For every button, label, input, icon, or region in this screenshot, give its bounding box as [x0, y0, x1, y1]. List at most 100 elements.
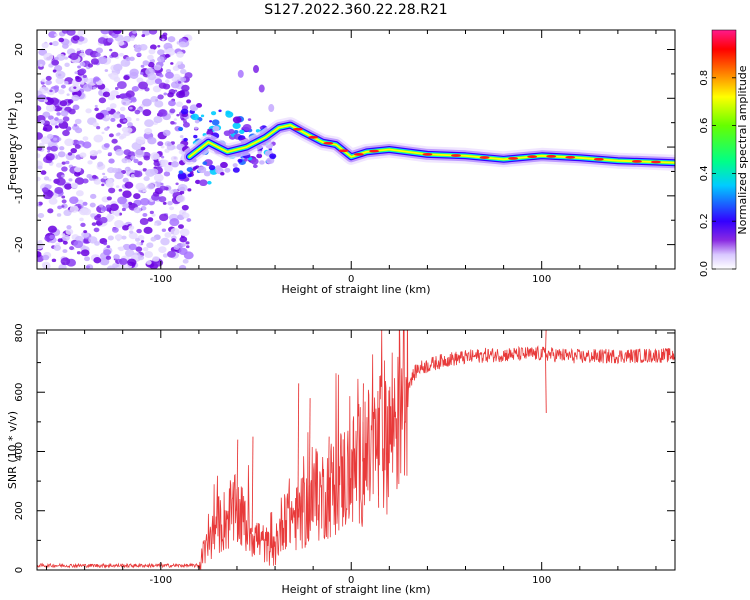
snr-spike — [545, 330, 547, 355]
noise-blob — [153, 115, 163, 124]
noise-blob — [37, 176, 41, 182]
snr-spike — [236, 439, 239, 511]
noise-blob — [168, 100, 176, 107]
transition-blob — [195, 165, 200, 169]
noise-blob — [65, 228, 74, 235]
noise-blob — [58, 264, 67, 269]
noise-blob — [112, 263, 119, 269]
noise-blob — [94, 107, 99, 112]
colorbar-tick-label: 0.0 — [699, 261, 710, 277]
noise-blob — [56, 112, 61, 116]
noise-blob — [94, 104, 98, 108]
noise-blob — [117, 40, 125, 46]
noise-blob — [121, 126, 129, 133]
noise-blob — [80, 81, 85, 85]
noise-blob — [136, 228, 142, 234]
transition-blob — [239, 129, 245, 134]
noise-blob — [121, 157, 129, 164]
transition-blob — [243, 158, 248, 162]
noise-blob — [167, 92, 174, 98]
noise-blob — [49, 162, 54, 166]
noise-blob — [160, 237, 170, 246]
noise-blob — [100, 206, 108, 212]
noise-blob — [39, 64, 43, 67]
colorbar-bar — [711, 29, 737, 270]
noise-blob — [113, 63, 123, 72]
noise-blob — [123, 149, 131, 156]
noise-blob — [157, 179, 162, 183]
noise-blob — [145, 169, 156, 177]
noise-blob — [77, 199, 84, 205]
noise-blob — [109, 203, 119, 211]
noise-blob — [93, 257, 102, 264]
noise-blob — [64, 138, 74, 147]
noise-blob — [130, 37, 135, 41]
noise-blob — [132, 30, 137, 34]
noise-blob — [58, 37, 65, 43]
noise-blob — [129, 71, 139, 79]
noise-blob — [149, 44, 157, 50]
noise-blob — [59, 146, 65, 151]
noise-blob — [155, 99, 159, 102]
isolated-blob — [268, 104, 275, 113]
noise-blob — [147, 61, 155, 68]
noise-blob — [142, 30, 151, 36]
noise-blob — [82, 83, 93, 92]
noise-blob — [144, 119, 154, 128]
noise-blob — [106, 196, 112, 201]
noise-blob — [64, 183, 73, 190]
noise-blob — [47, 208, 54, 214]
noise-blob — [160, 145, 165, 149]
noise-blob — [93, 227, 100, 233]
transition-blob — [232, 167, 240, 173]
noise-blob — [41, 42, 49, 49]
noise-blob — [115, 148, 124, 156]
noise-blob — [62, 249, 68, 254]
noise-blob — [167, 200, 173, 206]
noise-blob — [60, 257, 71, 266]
noise-blob — [106, 107, 112, 112]
noise-blob — [64, 62, 70, 67]
noise-blob — [163, 92, 168, 96]
transition-blob — [211, 119, 220, 126]
transition-blob — [182, 122, 190, 128]
noise-blob — [144, 251, 154, 259]
noise-blob — [123, 75, 130, 81]
noise-blob — [40, 170, 47, 175]
noise-blob — [114, 212, 120, 217]
noise-blob — [108, 73, 113, 77]
noise-blob — [179, 264, 187, 269]
noise-blob — [82, 178, 89, 184]
noise-blob — [80, 249, 90, 257]
noise-blob — [41, 187, 49, 193]
noise-blob — [43, 176, 50, 181]
noise-blob — [45, 104, 56, 112]
noise-blob — [72, 104, 80, 111]
spectrogram-y-tick-label: -10 — [14, 188, 25, 204]
noise-blob — [91, 222, 97, 226]
noise-blob — [104, 69, 109, 72]
noise-blob — [157, 56, 165, 63]
noise-blob — [92, 86, 97, 90]
noise-blob — [143, 176, 150, 182]
noise-blob — [117, 196, 127, 205]
noise-blob — [141, 34, 146, 38]
noise-blob — [50, 145, 58, 152]
ridge-hotspot — [353, 152, 364, 156]
transition-blob — [259, 160, 265, 165]
noise-blob — [111, 138, 118, 144]
noise-blob — [79, 152, 87, 158]
noise-blob — [158, 246, 167, 253]
noise-blob — [175, 182, 179, 186]
noise-blob — [82, 141, 92, 149]
snr-spike — [377, 444, 380, 508]
noise-blob — [178, 224, 184, 229]
noise-blob — [105, 255, 112, 260]
noise-blob — [142, 246, 149, 252]
noise-blob — [170, 227, 180, 236]
noise-blob — [73, 240, 84, 249]
noise-blob — [179, 236, 187, 243]
noise-blob — [90, 193, 97, 200]
transition-blob — [177, 172, 187, 180]
noise-blob — [144, 127, 153, 135]
